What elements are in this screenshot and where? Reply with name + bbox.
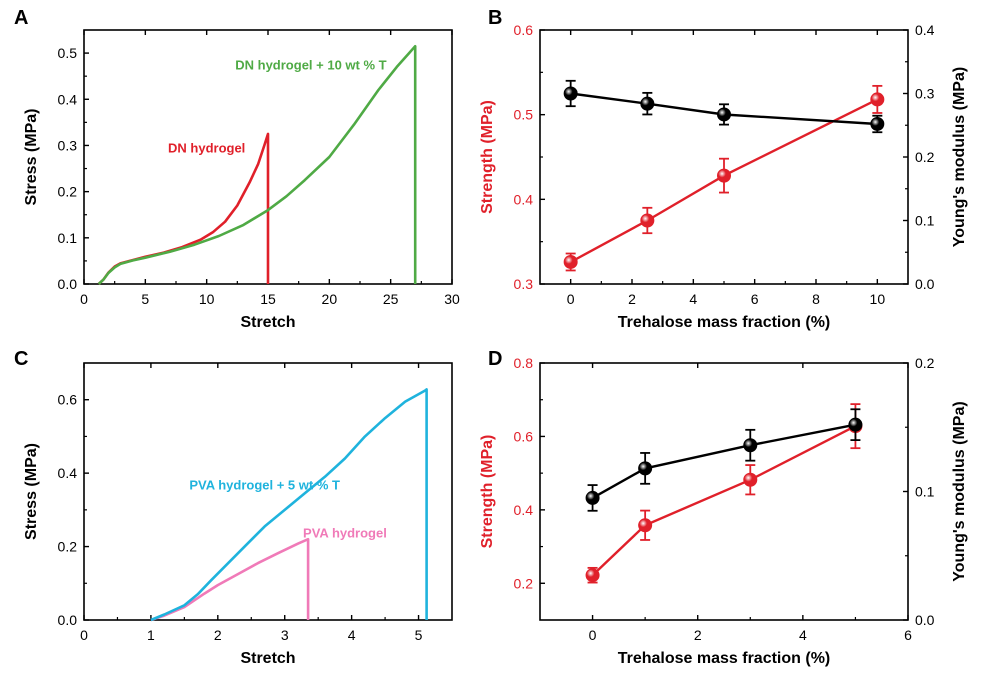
x-tick-label: 2 <box>214 627 222 643</box>
y-tick-label: 0.1 <box>58 230 78 246</box>
y-tick-label: 0.3 <box>514 276 534 292</box>
y-tick-label: 0.5 <box>514 107 534 123</box>
x-tick-label: 4 <box>689 291 697 307</box>
y-tick-label: 0.4 <box>58 91 78 107</box>
panel-label: C <box>14 348 28 370</box>
x-axis-label: Stretch <box>240 650 295 667</box>
x-tick-label: 30 <box>444 291 460 307</box>
x-axis-label: Stretch <box>240 314 295 331</box>
y-tick-label: 0.3 <box>58 137 78 153</box>
y-tick-label: 0.2 <box>58 184 78 200</box>
x-tick-label: 25 <box>383 291 399 307</box>
x-tick-label: 2 <box>694 627 702 643</box>
y-right-tick-label: 0.0 <box>915 276 935 292</box>
data-point-strength <box>640 213 655 228</box>
y-axis-label: Stress (MPa) <box>23 443 40 540</box>
series-line-pva-hydrogel-5-wt-t <box>150 388 428 622</box>
x-tick-label: 2 <box>628 291 636 307</box>
y-right-tick-label: 0.2 <box>915 355 935 371</box>
y-left-axis-label: Strength (MPa) <box>479 435 496 549</box>
series-line-young-s-modulus <box>570 92 878 126</box>
y-tick-label: 0.6 <box>514 22 534 38</box>
data-point-strength <box>870 92 885 107</box>
series-annotation: PVA hydrogel <box>303 525 387 540</box>
y-tick-label: 0.4 <box>514 502 534 518</box>
x-tick-label: 0 <box>80 291 88 307</box>
data-point-strength <box>717 168 731 183</box>
series-line-pva-hydrogel <box>150 537 310 622</box>
data-point-young-s-modulus <box>585 490 600 505</box>
data-point-young-s-modulus <box>717 107 731 122</box>
x-axis-label: Trehalose mass fraction (%) <box>618 650 831 667</box>
panel-label: A <box>14 7 28 29</box>
panel-b: B 0 2 4 6 8 10 0.3 0.4 0.5 0.6 0.0 0.1 0.2 0.3 0.4 Treha… <box>479 7 968 331</box>
y-tick-label: 0.6 <box>514 428 534 444</box>
y-tick-label: 0.2 <box>58 539 78 555</box>
x-tick-label: 10 <box>199 291 215 307</box>
y-right-axis-label: Young's modulus (MPa) <box>951 67 968 247</box>
x-tick-label: 3 <box>281 627 289 643</box>
y-right-tick-label: 0.0 <box>915 612 935 628</box>
y-axis-label: Stress (MPa) <box>23 109 40 206</box>
data-point-strength <box>585 568 600 583</box>
data-point-young-s-modulus <box>640 96 655 111</box>
y-tick-label: 0.6 <box>58 392 78 408</box>
y-right-axis-label: Young's modulus (MPa) <box>951 401 968 581</box>
data-point-strength <box>563 254 578 269</box>
series-annotation: PVA hydrogel + 5 wt % T <box>189 478 340 493</box>
y-tick-label: 0.4 <box>58 465 78 481</box>
plot-frame <box>83 362 453 621</box>
x-tick-label: 4 <box>799 627 807 643</box>
y-right-tick-label: 0.1 <box>915 484 935 500</box>
y-left-axis-label: Strength (MPa) <box>479 100 496 214</box>
panel-a: A 0 5 10 15 20 25 30 0.0 0.1 0.2 0.3 0.4 0.5 Stretch St… <box>14 7 460 331</box>
y-tick-label: 0.0 <box>58 612 78 628</box>
x-tick-label: 20 <box>322 291 338 307</box>
data-point-young-s-modulus <box>870 116 885 131</box>
plot-frame <box>539 29 909 285</box>
panel-d: D 0 2 4 6 0.2 0.4 0.6 0.8 0.0 0.1 0.2 Trehalose mass… <box>479 348 968 667</box>
series-line-young-s-modulus <box>592 423 856 499</box>
x-tick-label: 1 <box>147 627 155 643</box>
data-point-strength <box>743 472 758 487</box>
panel-label: D <box>488 348 502 370</box>
y-tick-label: 0.4 <box>514 191 534 207</box>
y-tick-label: 0.5 <box>58 45 78 61</box>
x-tick-label: 0 <box>80 627 88 643</box>
x-tick-label: 15 <box>260 291 276 307</box>
series-line-strength <box>570 98 878 264</box>
x-tick-label: 0 <box>589 627 597 643</box>
data-point-young-s-modulus <box>563 86 578 101</box>
panel-label: B <box>488 7 502 29</box>
data-point-young-s-modulus <box>848 417 863 432</box>
y-tick-label: 0.8 <box>514 355 534 371</box>
series-line-strength <box>591 425 856 577</box>
x-axis-label: Trehalose mass fraction (%) <box>618 314 831 331</box>
x-tick-label: 8 <box>812 291 820 307</box>
y-tick-label: 0.0 <box>58 276 78 292</box>
series-line-dn-hydrogel-10-wt-t <box>97 44 417 285</box>
y-right-tick-label: 0.2 <box>915 149 935 165</box>
data-point-strength <box>638 518 653 533</box>
x-tick-label: 6 <box>904 627 912 643</box>
x-tick-label: 4 <box>348 627 356 643</box>
x-tick-label: 5 <box>415 627 423 643</box>
x-tick-label: 0 <box>567 291 575 307</box>
y-right-tick-label: 0.1 <box>915 213 935 229</box>
data-point-young-s-modulus <box>638 461 653 476</box>
y-right-tick-label: 0.4 <box>915 22 935 38</box>
x-tick-label: 5 <box>141 291 149 307</box>
series-annotation: DN hydrogel + 10 wt % T <box>235 57 386 72</box>
x-tick-label: 10 <box>870 291 886 307</box>
series-annotation: DN hydrogel <box>168 140 245 155</box>
data-point-young-s-modulus <box>743 438 758 453</box>
x-tick-label: 6 <box>751 291 759 307</box>
panel-c: C 0 1 2 3 4 5 0.0 0.2 0.4 0.6 Stretch Stress (MPa) PV… <box>14 348 453 667</box>
y-tick-label: 0.2 <box>514 575 534 591</box>
y-right-tick-label: 0.3 <box>915 86 935 102</box>
